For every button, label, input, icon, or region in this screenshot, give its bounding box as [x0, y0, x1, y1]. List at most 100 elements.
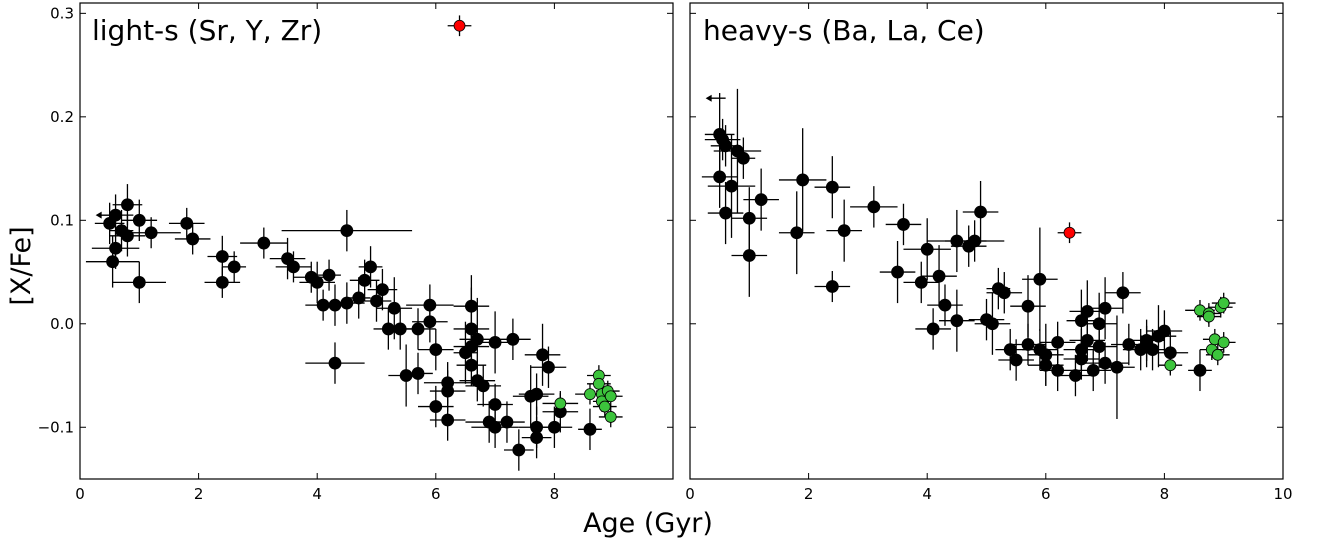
- limit-arrow-head: [705, 94, 712, 102]
- data-point-black: [328, 298, 342, 312]
- data-point-black: [1021, 338, 1035, 351]
- data-point-black: [530, 387, 544, 401]
- panel-light-s: −0.1 0.0 0.1 0.2 0.3 0 2 4 6 8 light-s (Sr, Y, Zr): [38, 2, 674, 503]
- data-point-black: [1074, 352, 1088, 366]
- data-point-green: [1164, 359, 1177, 372]
- data-point-black: [548, 420, 561, 434]
- data-point-black: [897, 218, 910, 231]
- panel-heavy-s: 0 2 4 6 8 10 heavy-s (Ba, La, Ce): [685, 2, 1293, 503]
- data-point-green: [1217, 297, 1230, 309]
- data-point-black: [121, 198, 134, 212]
- data-point-green: [592, 377, 605, 390]
- data-point-black: [713, 170, 727, 184]
- data-point-black: [754, 193, 768, 207]
- data-point-green: [1211, 348, 1224, 361]
- data-point-green: [604, 390, 617, 403]
- data-point-black: [867, 200, 881, 214]
- data-point-black: [920, 242, 934, 256]
- data-point-black: [986, 317, 999, 331]
- x-tick-label: 4: [312, 485, 322, 503]
- data-point-black: [974, 205, 987, 219]
- data-point-black: [340, 296, 354, 310]
- data-point-black: [132, 275, 146, 289]
- data-point-black: [932, 269, 946, 283]
- data-point-black: [464, 322, 478, 336]
- data-point-black: [144, 226, 158, 240]
- data-point-black: [287, 260, 300, 274]
- data-point-black: [825, 280, 839, 293]
- data-point-black: [387, 301, 401, 315]
- data-point-black: [530, 431, 544, 445]
- data-point-black: [583, 422, 597, 436]
- data-point-black: [364, 260, 377, 274]
- data-point-black: [1086, 363, 1100, 377]
- data-point-black: [790, 226, 804, 240]
- data-point-green: [604, 411, 617, 423]
- data-point-black: [1003, 343, 1017, 357]
- data-point-black: [121, 229, 134, 243]
- data-point-black: [736, 151, 750, 165]
- data-point-black: [506, 332, 520, 346]
- data-point-black: [180, 217, 194, 230]
- data-point-black: [1080, 333, 1094, 347]
- data-point-black: [215, 275, 229, 289]
- data-point-black: [411, 367, 425, 380]
- data-point-black: [370, 294, 383, 308]
- x-tick-label: 8: [550, 485, 560, 503]
- data-point-black: [464, 358, 478, 372]
- data-point-black: [950, 314, 964, 328]
- data-point-black: [488, 336, 502, 349]
- panel-title-light-s: light-s (Sr, Y, Zr): [92, 14, 322, 47]
- data-point-green: [584, 388, 596, 401]
- data-point-black: [796, 173, 810, 187]
- data-point-black: [1146, 343, 1159, 357]
- data-point-green: [554, 397, 567, 410]
- data-point-black: [109, 241, 122, 255]
- plot-frame: [79, 2, 674, 480]
- data-point-black: [1098, 301, 1112, 315]
- data-point-black: [215, 250, 229, 263]
- data-point-black: [1116, 286, 1130, 300]
- data-point-black: [186, 232, 200, 246]
- data-point-black: [1163, 346, 1177, 360]
- data-point-black: [423, 298, 437, 312]
- y-tick-label: 0.0: [50, 315, 74, 333]
- x-tick-label: 0: [75, 485, 85, 503]
- data-point-black: [719, 206, 732, 220]
- data-point-black: [1110, 360, 1124, 374]
- x-tick-label: 6: [431, 485, 441, 503]
- data-point-black: [1021, 299, 1035, 313]
- data-point-black: [340, 224, 354, 238]
- y-axis-label: [X/Fe]: [6, 226, 37, 305]
- x-tick-label: 10: [1273, 485, 1292, 503]
- data-point-black: [358, 273, 372, 287]
- data-point-black: [328, 356, 342, 370]
- data-point-black: [399, 369, 413, 382]
- data-point-black: [938, 298, 952, 312]
- data-point-black: [1039, 358, 1053, 372]
- data-point-black: [1092, 340, 1106, 353]
- data-point-black: [997, 286, 1011, 300]
- data-point-black: [1122, 338, 1136, 351]
- data-point-black: [429, 400, 443, 413]
- data-point-black: [926, 322, 940, 336]
- x-tick-label: 2: [194, 485, 204, 503]
- limit-arrow-head: [95, 211, 102, 219]
- data-point-black: [1051, 363, 1065, 377]
- data-point-black: [352, 291, 366, 305]
- data-point-black: [1080, 304, 1094, 318]
- data-point-black: [742, 211, 756, 225]
- data-point-black: [132, 213, 146, 227]
- data-point-black: [500, 415, 514, 429]
- data-point-black: [1098, 356, 1112, 370]
- data-point-black: [441, 384, 455, 398]
- data-point-black: [464, 299, 478, 313]
- data-point-black: [322, 268, 336, 282]
- data-point-black: [393, 322, 407, 336]
- data-point-black: [1051, 336, 1065, 349]
- y-tick-label: 0.3: [50, 4, 74, 22]
- data-point-black: [1092, 317, 1106, 331]
- data-point-black: [968, 234, 982, 248]
- data-point-black: [1033, 272, 1047, 286]
